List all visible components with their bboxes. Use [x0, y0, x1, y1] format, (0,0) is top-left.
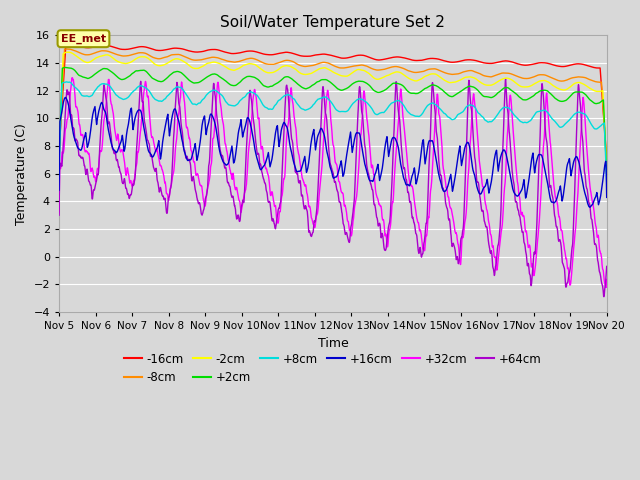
- Y-axis label: Temperature (C): Temperature (C): [15, 123, 28, 225]
- Text: EE_met: EE_met: [61, 34, 106, 44]
- Title: Soil/Water Temperature Set 2: Soil/Water Temperature Set 2: [220, 15, 445, 30]
- X-axis label: Time: Time: [317, 336, 348, 349]
- Legend: -16cm, -8cm, -2cm, +2cm, +8cm, +16cm, +32cm, +64cm: -16cm, -8cm, -2cm, +2cm, +8cm, +16cm, +3…: [120, 348, 547, 389]
